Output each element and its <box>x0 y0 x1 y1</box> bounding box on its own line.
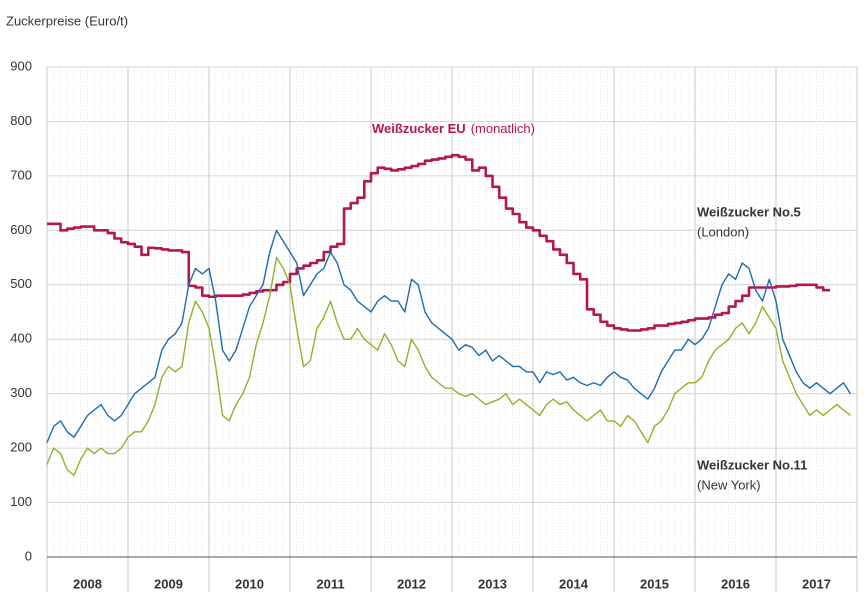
series-note: (New York) <box>697 477 761 492</box>
series-line <box>47 153 831 332</box>
y-tick-label: 700 <box>10 167 32 182</box>
y-tick-label: 0 <box>25 548 32 563</box>
x-tick-label: 2013 <box>478 576 507 591</box>
y-tick-label: 900 <box>10 58 32 73</box>
y-tick-label: 600 <box>10 222 32 237</box>
series-note: (monatlich) <box>471 121 535 136</box>
y-tick-label: 800 <box>10 113 32 128</box>
x-tick-label: 2010 <box>235 576 264 591</box>
y-tick-label: 400 <box>10 331 32 346</box>
chart-title: Zuckerpreise (Euro/t) <box>6 13 128 28</box>
y-tick-label: 200 <box>10 440 32 455</box>
series-name: Weißzucker EU <box>372 121 466 136</box>
series-name: Weißzucker No.5 <box>697 204 801 219</box>
series-note: (London) <box>697 224 749 239</box>
x-tick-label: 2015 <box>640 576 669 591</box>
series-name: Weißzucker No.11 <box>697 457 807 472</box>
x-tick-label: 2008 <box>73 576 102 591</box>
series-line <box>46 229 851 443</box>
y-tick-label: 300 <box>10 385 32 400</box>
x-tick-label: 2017 <box>802 576 831 591</box>
series-line <box>46 256 851 477</box>
x-tick-label: 2009 <box>154 576 183 591</box>
x-tick-label: 2012 <box>397 576 426 591</box>
x-tick-label: 2011 <box>316 576 344 591</box>
y-tick-label: 500 <box>10 276 32 291</box>
series-label: Weißzucker EU (monatlich) <box>372 121 535 136</box>
x-tick-label: 2014 <box>559 576 589 591</box>
x-tick-label: 2016 <box>721 576 750 591</box>
y-tick-label: 100 <box>10 494 32 509</box>
